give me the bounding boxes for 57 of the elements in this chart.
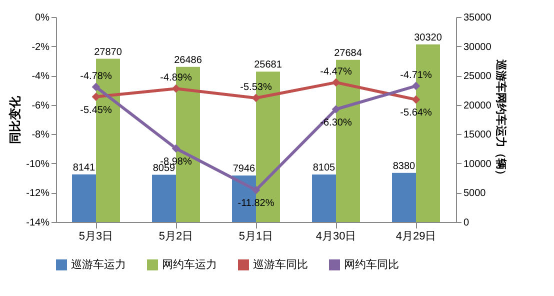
y-tick-label: 0% (35, 12, 50, 24)
point (412, 82, 420, 90)
y2-axis-title: 巡游车网约车运力（辆） (494, 58, 508, 180)
bar (72, 174, 96, 222)
point (412, 95, 420, 104)
data-label: 8105 (312, 162, 336, 174)
bar (312, 174, 336, 222)
point (332, 78, 340, 87)
data-label: 30320 (414, 32, 442, 44)
point (172, 144, 180, 153)
y2-tick-label: 0 (464, 218, 470, 228)
y2-tick-label: 15000 (464, 130, 492, 141)
y2-tick-label: 35000 (464, 12, 492, 24)
y-axis-title: 同比变化 (8, 95, 22, 144)
y2-tick-label: 10000 (464, 158, 492, 170)
data-label: -5.45% (80, 104, 112, 116)
y2-tick-label: 30000 (464, 42, 492, 53)
bar (392, 172, 416, 222)
point (92, 82, 100, 92)
data-label: 8141 (72, 162, 96, 174)
y2-tick-label: 5000 (464, 188, 486, 200)
data-label: -4.71% (400, 70, 432, 81)
data-label: 8380 (392, 160, 416, 172)
y-tick-label: -14% (26, 218, 50, 228)
y2-tick-label: 25000 (464, 71, 492, 82)
data-label: -4.47% (320, 66, 352, 78)
y-tick-label: -10% (26, 158, 50, 170)
point (332, 105, 340, 114)
point (92, 92, 100, 101)
x-tick-label: 4月29日 (396, 230, 436, 242)
point (252, 186, 260, 194)
legend-label: 网约车运力 (162, 258, 217, 271)
legend-label: 巡游车同比 (253, 258, 308, 271)
x-tick-label: 4月30日 (316, 230, 356, 242)
data-label: -11.82% (238, 198, 274, 210)
data-label: 27684 (334, 48, 362, 59)
data-label: 26486 (174, 54, 202, 66)
x-tick-label: 5月2日 (158, 230, 194, 242)
point (252, 94, 260, 102)
y-tick-label: -12% (26, 188, 50, 200)
y-tick-label: -8% (32, 130, 50, 141)
bar (152, 174, 176, 222)
x-tick-label: 5月1日 (238, 230, 274, 242)
data-label: 25681 (254, 60, 282, 71)
legend-label: 巡游车运力 (71, 258, 126, 271)
data-label: -5.64% (400, 108, 432, 119)
data-label: 7946 (232, 163, 256, 174)
data-label: -4.89% (160, 72, 192, 84)
y-tick-label: -6% (32, 100, 50, 112)
legend-label: 网约车同比 (344, 258, 399, 271)
y2-tick-label: 20000 (464, 100, 492, 112)
data-label: 27870 (94, 46, 122, 58)
y-tick-label: -2% (32, 42, 50, 53)
x-tick-label: 5月3日 (78, 230, 114, 242)
y-tick-label: -4% (32, 71, 50, 82)
data-label: -5.53% (240, 82, 272, 93)
data-label: -4.78% (80, 70, 112, 82)
